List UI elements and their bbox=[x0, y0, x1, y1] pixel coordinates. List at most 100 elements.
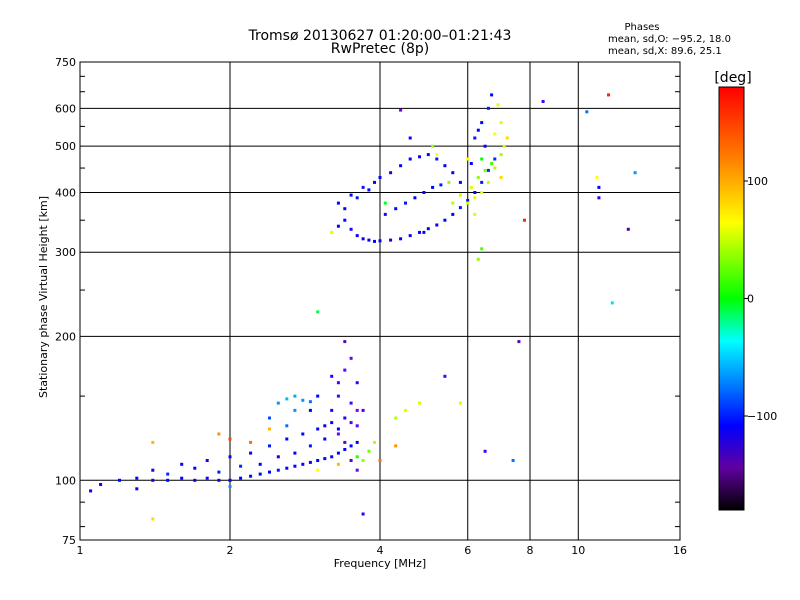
y-tick-label: 400 bbox=[55, 186, 76, 199]
data-point bbox=[541, 100, 545, 103]
data-point bbox=[349, 193, 353, 197]
colorbar-label: [deg] bbox=[714, 70, 751, 86]
data-point bbox=[343, 340, 347, 344]
data-point bbox=[268, 427, 271, 431]
data-point bbox=[228, 437, 232, 441]
data-point bbox=[355, 234, 359, 238]
data-point bbox=[151, 440, 155, 444]
data-point bbox=[483, 449, 487, 453]
data-point bbox=[490, 93, 494, 97]
data-point bbox=[180, 476, 184, 480]
data-point bbox=[394, 416, 398, 420]
data-point bbox=[466, 157, 470, 161]
data-point bbox=[316, 468, 320, 472]
data-point bbox=[480, 247, 484, 251]
data-point bbox=[443, 164, 447, 168]
data-point bbox=[343, 416, 347, 420]
data-point bbox=[285, 424, 289, 428]
data-point bbox=[597, 196, 601, 200]
data-point bbox=[383, 212, 387, 216]
phase-info-x: mean, sd,X: 89.6, 25.1 bbox=[608, 46, 722, 57]
data-point bbox=[451, 171, 455, 175]
data-point bbox=[135, 487, 139, 491]
data-point bbox=[316, 394, 320, 398]
data-point bbox=[361, 512, 365, 516]
data-point bbox=[523, 218, 526, 222]
data-point bbox=[373, 180, 376, 184]
data-point bbox=[389, 238, 393, 242]
data-point bbox=[151, 478, 155, 482]
x-tick-label: 16 bbox=[673, 544, 687, 557]
data-point bbox=[217, 470, 221, 474]
data-point bbox=[422, 230, 426, 234]
x-axis: 1 2 4 6 8 10 16 bbox=[77, 544, 688, 557]
data-point bbox=[394, 444, 398, 448]
data-point bbox=[330, 408, 334, 412]
data-point bbox=[336, 224, 340, 228]
data-point bbox=[458, 193, 462, 197]
y-axis: 75 100 200 300 400 500 600 750 bbox=[55, 56, 680, 547]
data-point bbox=[336, 381, 340, 385]
data-point bbox=[439, 183, 443, 187]
data-point bbox=[399, 108, 403, 112]
data-point bbox=[431, 144, 435, 148]
data-point bbox=[480, 180, 484, 184]
data-point bbox=[316, 427, 320, 431]
data-point bbox=[361, 459, 365, 462]
x-tick-label: 8 bbox=[527, 544, 534, 557]
y-tick-label: 100 bbox=[55, 474, 76, 487]
data-point bbox=[228, 485, 232, 489]
data-point bbox=[399, 237, 403, 241]
data-point bbox=[431, 185, 435, 189]
data-point bbox=[426, 153, 430, 157]
data-point bbox=[458, 401, 462, 405]
data-point bbox=[268, 444, 271, 448]
data-point bbox=[180, 462, 184, 466]
data-point bbox=[258, 462, 262, 466]
data-point bbox=[626, 227, 630, 231]
data-point bbox=[336, 394, 340, 398]
data-point bbox=[249, 474, 253, 478]
y-axis-label: Stationary phase Virtual Height [km] bbox=[37, 196, 50, 398]
data-point bbox=[205, 476, 209, 480]
data-point bbox=[435, 223, 439, 227]
data-point bbox=[493, 157, 497, 161]
data-point bbox=[486, 180, 490, 184]
data-point bbox=[418, 401, 421, 405]
x-tick-label: 4 bbox=[377, 544, 384, 557]
data-point bbox=[473, 196, 477, 200]
data-point bbox=[469, 162, 473, 165]
data-point bbox=[413, 196, 417, 200]
data-point bbox=[228, 455, 232, 459]
data-point bbox=[355, 468, 359, 472]
data-point bbox=[496, 103, 500, 107]
data-point bbox=[301, 398, 305, 402]
data-point bbox=[458, 180, 462, 184]
data-point bbox=[205, 459, 209, 462]
data-point bbox=[228, 478, 232, 482]
data-point bbox=[426, 227, 430, 231]
data-point bbox=[597, 185, 601, 189]
data-point bbox=[276, 401, 280, 405]
data-point bbox=[293, 408, 297, 412]
data-point bbox=[151, 468, 155, 472]
data-point bbox=[323, 424, 327, 428]
data-point bbox=[443, 218, 447, 222]
colorbar-tick-label: 0 bbox=[747, 293, 754, 306]
data-point bbox=[466, 198, 470, 202]
data-point bbox=[308, 460, 312, 464]
data-point bbox=[517, 340, 521, 344]
data-point bbox=[399, 164, 403, 168]
y-tick-label: 600 bbox=[55, 102, 76, 115]
data-point bbox=[404, 408, 407, 412]
data-point bbox=[355, 455, 359, 459]
data-point bbox=[595, 176, 599, 179]
data-point bbox=[330, 230, 334, 234]
data-point bbox=[316, 459, 320, 462]
data-point bbox=[476, 257, 480, 261]
data-point bbox=[373, 239, 376, 243]
data-point bbox=[394, 207, 398, 211]
data-point bbox=[408, 136, 412, 140]
colorbar bbox=[718, 86, 745, 511]
data-point bbox=[355, 424, 359, 428]
